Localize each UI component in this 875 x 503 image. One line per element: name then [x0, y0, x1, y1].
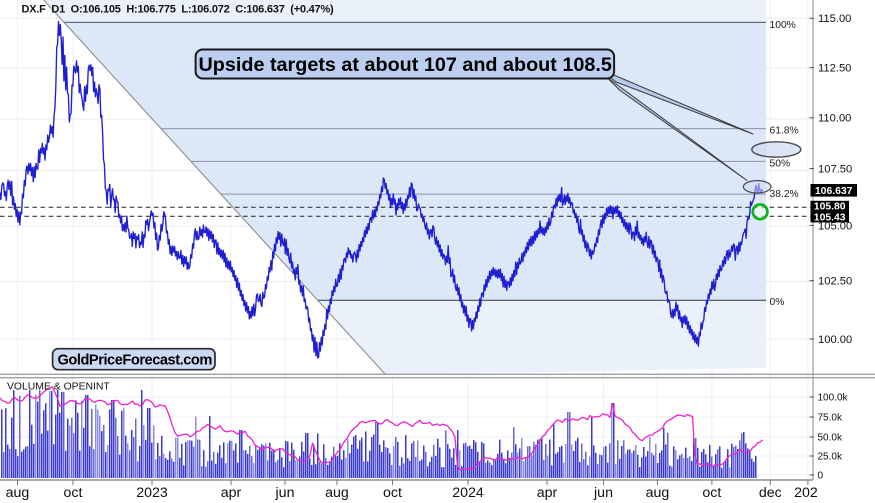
- svg-text:107.50: 107.50: [818, 163, 852, 175]
- svg-text:aug: aug: [646, 485, 670, 501]
- svg-text:105.43: 105.43: [814, 212, 846, 223]
- svg-text:75.0k: 75.0k: [818, 413, 843, 424]
- svg-text:50.0k: 50.0k: [818, 433, 843, 444]
- svg-text:100%: 100%: [770, 20, 796, 31]
- svg-text:Upside targets at about 107 an: Upside targets at about 107 and about 10…: [199, 54, 612, 76]
- svg-text:106.637: 106.637: [815, 186, 853, 197]
- svg-text:jun: jun: [593, 485, 613, 501]
- svg-text:25.0k: 25.0k: [818, 452, 843, 463]
- svg-text:oct: oct: [702, 485, 721, 501]
- svg-text:50%: 50%: [770, 158, 791, 169]
- svg-text:aug: aug: [325, 485, 349, 501]
- svg-text:DX.F D1 O:106.105 H:106.775: DX.F D1 O:106.105 H:106.775 L:106.072 C:…: [22, 3, 335, 15]
- svg-text:100.0k: 100.0k: [818, 393, 849, 404]
- svg-text:aug: aug: [6, 485, 30, 501]
- svg-text:105.80: 105.80: [814, 202, 846, 213]
- svg-text:0: 0: [818, 471, 824, 482]
- svg-text:oct: oct: [383, 485, 402, 501]
- svg-text:2023: 2023: [136, 485, 168, 501]
- svg-text:oct: oct: [64, 485, 83, 501]
- svg-text:102.50: 102.50: [818, 276, 852, 288]
- svg-text:GoldPriceForecast.com: GoldPriceForecast.com: [58, 353, 213, 369]
- svg-text:110.00: 110.00: [818, 113, 851, 125]
- svg-text:115.00: 115.00: [818, 13, 851, 25]
- svg-text:dec: dec: [759, 485, 782, 501]
- svg-text:202: 202: [794, 485, 818, 501]
- svg-text:apr: apr: [221, 485, 242, 501]
- svg-text:105.00: 105.00: [818, 220, 852, 232]
- svg-text:2024: 2024: [452, 485, 484, 501]
- svg-text:jun: jun: [275, 485, 295, 501]
- svg-text:112.50: 112.50: [818, 63, 851, 75]
- svg-text:VOLUME & OPENINT: VOLUME & OPENINT: [7, 382, 110, 393]
- svg-text:100.00: 100.00: [818, 334, 852, 346]
- svg-text:61.8%: 61.8%: [770, 126, 799, 137]
- svg-text:38.2%: 38.2%: [770, 189, 799, 200]
- svg-text:0%: 0%: [770, 297, 785, 308]
- svg-text:apr: apr: [537, 485, 558, 501]
